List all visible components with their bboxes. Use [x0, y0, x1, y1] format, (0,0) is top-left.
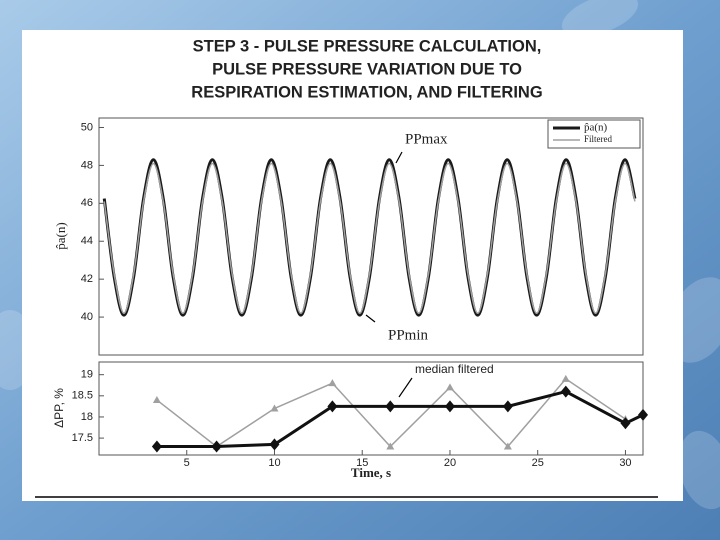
- x-tick-label: 25: [532, 457, 544, 469]
- y-tick-label: 17.5: [72, 432, 93, 444]
- title-line: PULSE PRESSURE VARIATION DUE TO: [212, 60, 522, 78]
- y-tick-label: 18: [81, 411, 93, 423]
- x-tick-label: 30: [619, 457, 631, 469]
- marker: [503, 442, 512, 450]
- y-axis-label: p̂a(n): [53, 222, 68, 249]
- y-tick-label: 48: [81, 159, 93, 171]
- y-tick-label: 19: [81, 369, 93, 381]
- marker: [502, 400, 513, 413]
- marker: [385, 400, 396, 413]
- marker: [560, 385, 571, 398]
- title-line: RESPIRATION ESTIMATION, AND FILTERING: [191, 83, 542, 101]
- y-tick-label: 18.5: [72, 390, 93, 402]
- marker: [328, 379, 337, 387]
- marker: [445, 383, 454, 391]
- legend-label: Filtered: [584, 134, 612, 144]
- x-tick-label: 5: [184, 457, 190, 469]
- butterflies: [0, 0, 720, 515]
- legend-label: p̂a(n): [584, 122, 608, 134]
- series-line: [156, 389, 644, 449]
- marker: [386, 442, 395, 450]
- y-tick-label: 44: [81, 235, 93, 247]
- marker: [638, 408, 648, 421]
- x-tick-label: 10: [268, 457, 280, 469]
- y-tick-label: 40: [81, 311, 93, 323]
- plot-frame: [98, 361, 644, 456]
- arrow: [365, 314, 376, 323]
- arrow: [395, 151, 403, 164]
- y-tick-label: 42: [81, 273, 93, 285]
- y-axis-label: ΔPP, %: [52, 388, 66, 428]
- annotation: PPmin: [388, 327, 429, 343]
- marker: [270, 404, 279, 412]
- marker: [151, 440, 162, 453]
- y-tick-label: 46: [81, 197, 93, 209]
- figure-panel: [22, 30, 683, 501]
- x-axis-label: Time, s: [351, 465, 391, 480]
- annotation: median filtered: [415, 362, 494, 376]
- x-tick-label: 20: [444, 457, 456, 469]
- arrow: [398, 377, 413, 398]
- marker: [327, 400, 338, 413]
- marker: [561, 374, 570, 382]
- marker: [444, 400, 455, 413]
- marker: [152, 396, 161, 404]
- marker: [211, 440, 222, 453]
- marker: [620, 417, 631, 430]
- legend-box: [547, 119, 641, 149]
- title-line: STEP 3 - PULSE PRESSURE CALCULATION,: [193, 37, 542, 55]
- annotation: PPmax: [405, 131, 448, 147]
- y-tick-label: 50: [81, 121, 93, 133]
- plot-frame: [98, 117, 644, 356]
- series-line: [103, 162, 636, 315]
- x-tick-label: 15: [356, 457, 368, 469]
- marker: [269, 438, 280, 451]
